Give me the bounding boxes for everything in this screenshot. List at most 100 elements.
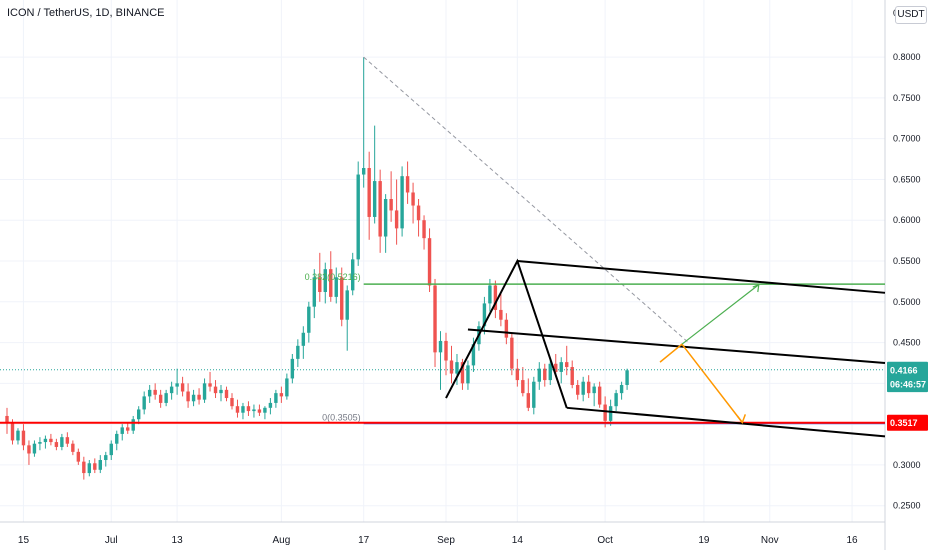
candle-body xyxy=(614,393,618,407)
candle-body xyxy=(296,345,300,359)
candle-body xyxy=(257,409,262,413)
candle-body xyxy=(460,362,465,384)
candle-body xyxy=(499,309,503,320)
candle-body xyxy=(16,430,20,441)
candle-body xyxy=(565,362,569,368)
candle-body xyxy=(10,422,15,441)
candle-body xyxy=(416,205,421,221)
candle-body xyxy=(268,402,273,408)
candle-body xyxy=(455,362,459,374)
candle-body xyxy=(5,415,9,423)
candle-body xyxy=(482,303,487,327)
candle-body xyxy=(554,363,558,372)
y-tick-label: 0.7500 xyxy=(893,93,921,103)
candle-body xyxy=(597,386,602,405)
candle-body xyxy=(318,277,322,292)
candle-body xyxy=(367,168,371,217)
price-label-text: 0.3517 xyxy=(890,418,918,428)
candle-body xyxy=(559,362,563,372)
candle-body xyxy=(49,438,53,443)
candle-body xyxy=(405,176,410,193)
x-tick-label: 15 xyxy=(18,535,30,546)
candle-body xyxy=(400,176,404,229)
candle-body xyxy=(592,386,596,394)
y-tick-label: 0.8000 xyxy=(893,52,921,62)
candle-body xyxy=(32,443,37,454)
fib-diagonal-line xyxy=(363,56,688,343)
candle-body xyxy=(213,386,218,394)
candle-body xyxy=(126,427,130,431)
candle-body xyxy=(235,406,240,413)
candle-body xyxy=(109,443,113,456)
channel-middle-line xyxy=(467,328,886,364)
candle-body xyxy=(340,277,344,320)
candle-body xyxy=(438,340,443,353)
candle-body xyxy=(87,463,92,474)
fib-label-0: 0(0.3505) xyxy=(322,413,361,423)
candle-body xyxy=(285,378,289,397)
x-tick-label: Sep xyxy=(437,535,455,546)
candle-body xyxy=(515,368,520,381)
candle-body xyxy=(329,269,333,297)
y-tick-label: 0.6500 xyxy=(893,174,921,184)
y-tick-label: 0.3000 xyxy=(893,460,921,470)
candle-body xyxy=(449,360,454,374)
candle-body xyxy=(548,363,552,381)
candle-body xyxy=(274,393,278,403)
candle-body xyxy=(230,398,234,407)
candle-body xyxy=(147,389,152,397)
x-tick-label: 19 xyxy=(698,535,710,546)
candle-body xyxy=(115,433,119,444)
candle-body xyxy=(71,443,75,452)
candle-body xyxy=(586,381,591,394)
candle-body xyxy=(466,365,470,384)
candle-body xyxy=(603,404,607,421)
price-label-text: 0.4166 xyxy=(890,365,918,375)
candle-body xyxy=(537,368,541,382)
x-tick-label: 17 xyxy=(358,535,370,546)
candle-body xyxy=(411,192,415,206)
x-tick-label: Jul xyxy=(105,535,118,546)
price-label-box xyxy=(887,414,928,431)
y-tick-label: 0.5500 xyxy=(893,256,921,266)
candle-body xyxy=(521,380,525,394)
candle-body xyxy=(444,340,448,361)
x-tick-label: Oct xyxy=(597,535,613,546)
candle-body xyxy=(510,337,514,369)
candle-body xyxy=(191,394,196,402)
candle-body xyxy=(164,393,168,403)
y-tick-label: 0.7000 xyxy=(893,134,921,144)
candle-body xyxy=(197,394,201,400)
candle-body xyxy=(27,445,31,454)
candle-body xyxy=(301,332,306,346)
candle-body xyxy=(581,381,585,395)
orange-arrowhead xyxy=(736,414,747,425)
x-tick-label: 14 xyxy=(512,535,524,546)
candle-body xyxy=(186,391,190,402)
candle-body xyxy=(625,370,629,385)
candle-body xyxy=(334,277,338,297)
y-tick-label: 0.4500 xyxy=(893,338,921,348)
candle-body xyxy=(54,442,59,447)
candle-body xyxy=(619,384,624,394)
candle-body xyxy=(142,396,146,410)
fib-label-0382: 0.382(0.5216) xyxy=(305,272,361,282)
candle-body xyxy=(38,442,42,444)
currency-selector[interactable]: USDT xyxy=(895,6,927,24)
candle-body xyxy=(252,409,256,412)
candle-body xyxy=(290,358,295,379)
candle-body xyxy=(422,220,426,239)
candle-body xyxy=(104,455,108,461)
candle-body xyxy=(471,344,476,366)
candle-body xyxy=(361,168,366,175)
candle-body xyxy=(136,409,141,420)
green-projection-line xyxy=(681,284,760,345)
y-tick-label: 0.5000 xyxy=(893,297,921,307)
candle-body xyxy=(76,451,81,462)
candle-body xyxy=(575,384,580,395)
candle-body xyxy=(153,389,157,395)
candle-body xyxy=(246,406,251,412)
candle-body xyxy=(504,319,509,338)
